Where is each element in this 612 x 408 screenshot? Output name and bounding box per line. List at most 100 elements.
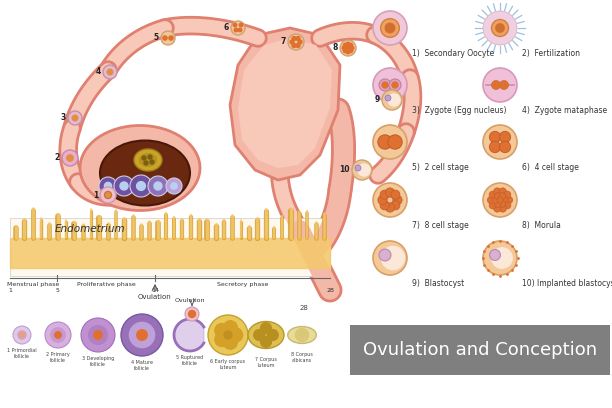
- Circle shape: [386, 188, 395, 197]
- Circle shape: [385, 23, 395, 33]
- Circle shape: [67, 155, 73, 161]
- Text: 5: 5: [55, 288, 59, 293]
- Circle shape: [233, 23, 237, 27]
- Circle shape: [114, 176, 134, 196]
- Circle shape: [499, 142, 510, 153]
- Circle shape: [239, 23, 243, 27]
- Text: 8)  Morula: 8) Morula: [522, 221, 561, 230]
- Circle shape: [163, 36, 167, 40]
- Text: Endometrium: Endometrium: [54, 224, 125, 234]
- Circle shape: [499, 131, 510, 143]
- Circle shape: [483, 11, 517, 45]
- Text: 6 Early corpus
luteum: 6 Early corpus luteum: [211, 359, 245, 370]
- Circle shape: [380, 201, 389, 210]
- Circle shape: [490, 250, 501, 260]
- Text: 10: 10: [340, 166, 350, 175]
- Circle shape: [504, 202, 511, 209]
- Text: 3 Developing
follicle: 3 Developing follicle: [82, 356, 114, 367]
- Circle shape: [373, 241, 407, 275]
- Circle shape: [238, 28, 242, 32]
- Bar: [10, 218, 330, 276]
- Circle shape: [386, 203, 395, 212]
- Text: 1)  Secondary Oocyte: 1) Secondary Oocyte: [412, 49, 494, 58]
- Circle shape: [378, 135, 392, 149]
- Circle shape: [349, 49, 353, 53]
- Text: 3: 3: [61, 113, 66, 122]
- Circle shape: [298, 40, 302, 44]
- Circle shape: [483, 68, 517, 102]
- Text: 2 Primary
follicle: 2 Primary follicle: [46, 352, 70, 363]
- Text: Ovulation: Ovulation: [138, 294, 172, 300]
- Circle shape: [483, 183, 517, 217]
- Text: 14: 14: [151, 288, 159, 293]
- Polygon shape: [238, 38, 332, 168]
- Circle shape: [496, 24, 504, 32]
- Ellipse shape: [100, 140, 190, 206]
- Circle shape: [20, 333, 24, 337]
- Circle shape: [288, 34, 304, 50]
- Circle shape: [121, 314, 163, 356]
- Text: 5)  2 cell stage: 5) 2 cell stage: [412, 163, 469, 172]
- Circle shape: [150, 160, 154, 164]
- Circle shape: [223, 335, 237, 349]
- Circle shape: [54, 332, 61, 338]
- Circle shape: [382, 90, 402, 110]
- Circle shape: [154, 182, 162, 190]
- Circle shape: [136, 182, 146, 191]
- Circle shape: [234, 28, 237, 32]
- Circle shape: [13, 326, 31, 344]
- Text: 6: 6: [224, 24, 229, 33]
- Circle shape: [390, 201, 400, 210]
- Text: 28: 28: [326, 288, 334, 293]
- Circle shape: [491, 80, 501, 89]
- Text: 5 Ruptured
follicle: 5 Ruptured follicle: [176, 355, 204, 366]
- Circle shape: [105, 182, 111, 190]
- Circle shape: [492, 248, 512, 268]
- Text: 7)  8 cell stage: 7) 8 cell stage: [412, 221, 469, 230]
- Circle shape: [373, 11, 407, 45]
- Circle shape: [229, 328, 242, 342]
- Circle shape: [166, 178, 182, 194]
- Circle shape: [358, 164, 370, 176]
- Circle shape: [188, 310, 195, 317]
- Circle shape: [499, 200, 506, 207]
- Bar: [350, 325, 610, 375]
- Circle shape: [483, 241, 517, 275]
- Circle shape: [100, 187, 116, 203]
- Circle shape: [72, 115, 78, 121]
- Circle shape: [355, 165, 361, 171]
- Ellipse shape: [288, 326, 316, 344]
- Circle shape: [185, 307, 199, 321]
- Circle shape: [494, 188, 501, 195]
- Circle shape: [494, 200, 501, 207]
- Circle shape: [389, 79, 401, 91]
- Text: 2: 2: [54, 153, 60, 162]
- Circle shape: [506, 196, 513, 204]
- Polygon shape: [230, 28, 340, 180]
- Text: 4: 4: [95, 67, 101, 77]
- Circle shape: [494, 205, 501, 212]
- Circle shape: [379, 79, 391, 91]
- Circle shape: [393, 195, 402, 204]
- Circle shape: [215, 324, 229, 337]
- Text: 9: 9: [375, 95, 380, 104]
- Ellipse shape: [80, 126, 200, 211]
- Circle shape: [136, 330, 147, 340]
- Text: Proliferative phase: Proliferative phase: [76, 282, 135, 287]
- Text: Ovulation: Ovulation: [175, 298, 205, 303]
- Circle shape: [494, 193, 501, 200]
- Circle shape: [385, 95, 391, 101]
- Circle shape: [492, 197, 499, 204]
- Text: Menstrual phase: Menstrual phase: [7, 282, 59, 287]
- Text: 28: 28: [299, 305, 308, 311]
- Circle shape: [352, 160, 372, 180]
- Text: 8 Corpus
albicans: 8 Corpus albicans: [291, 352, 313, 363]
- Circle shape: [489, 191, 496, 198]
- Circle shape: [224, 331, 232, 339]
- Circle shape: [148, 176, 168, 196]
- Circle shape: [292, 44, 296, 47]
- Circle shape: [231, 21, 245, 35]
- Circle shape: [379, 249, 391, 261]
- Circle shape: [373, 125, 407, 159]
- Circle shape: [18, 331, 26, 339]
